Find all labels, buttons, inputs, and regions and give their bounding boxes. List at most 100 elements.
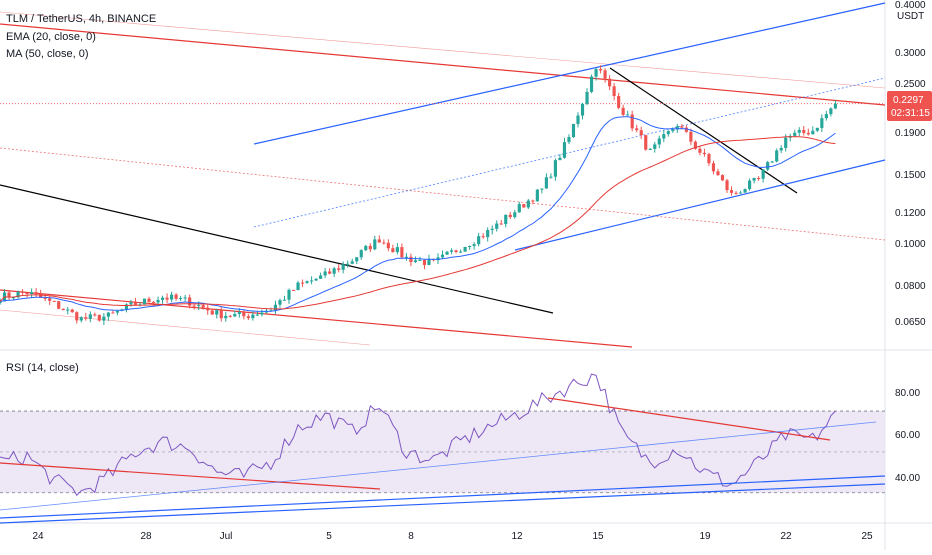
candle bbox=[549, 176, 553, 178]
candle bbox=[504, 214, 508, 225]
candle bbox=[66, 309, 70, 311]
candle bbox=[93, 314, 97, 316]
candle bbox=[201, 305, 205, 308]
candle bbox=[725, 180, 729, 191]
price-tick: 0.1200 bbox=[895, 208, 926, 219]
candle bbox=[522, 204, 526, 208]
rsi-legend: RSI (14, close) bbox=[6, 362, 79, 374]
candle bbox=[445, 251, 449, 255]
candle bbox=[291, 289, 296, 291]
candle bbox=[793, 132, 797, 136]
candle bbox=[729, 190, 734, 193]
price-tick: 0.4000 bbox=[895, 0, 926, 11]
time-axis[interactable]: 24 28 Jul 5 8 12 15 19 22 25 bbox=[32, 531, 873, 542]
candle bbox=[273, 304, 278, 311]
candle bbox=[630, 114, 634, 129]
candle bbox=[88, 314, 92, 319]
candle bbox=[386, 242, 390, 249]
candle bbox=[648, 148, 652, 150]
candle bbox=[282, 299, 287, 301]
candle bbox=[332, 268, 336, 274]
time-tick: 12 bbox=[511, 531, 523, 542]
candle bbox=[508, 214, 512, 218]
candle bbox=[373, 239, 377, 250]
candle bbox=[653, 144, 657, 149]
candle bbox=[197, 305, 201, 307]
candle bbox=[576, 115, 580, 124]
ema-legend: EMA (20, close, 0) bbox=[6, 31, 96, 43]
candle bbox=[413, 260, 418, 263]
candle bbox=[698, 148, 702, 153]
candle bbox=[490, 228, 494, 231]
candle bbox=[716, 171, 720, 176]
candle bbox=[57, 301, 61, 309]
candle bbox=[305, 281, 309, 283]
candle bbox=[612, 86, 616, 96]
rsi-tick: 80.00 bbox=[895, 388, 920, 399]
candle bbox=[684, 127, 688, 132]
ema-line bbox=[0, 116, 836, 312]
rsi-line bbox=[0, 373, 836, 497]
candle bbox=[287, 289, 291, 300]
price-tick: 0.1000 bbox=[895, 239, 926, 250]
candle bbox=[346, 263, 350, 265]
price-axis[interactable]: 0.4000 USDT 0.3000 0.2500 0.1900 0.1500 … bbox=[895, 0, 926, 328]
time-tick: 24 bbox=[32, 531, 44, 542]
red-trendline-lower-faint bbox=[0, 309, 371, 346]
candle bbox=[11, 297, 16, 299]
black-trendline bbox=[0, 184, 554, 314]
candle bbox=[779, 147, 783, 151]
candle bbox=[20, 291, 25, 293]
red-trendline-upper bbox=[0, 23, 886, 106]
candle bbox=[752, 178, 756, 181]
candle bbox=[468, 246, 472, 248]
rsi-blue-trendline-lower bbox=[0, 483, 886, 524]
rsi-axis[interactable]: 80.00 60.00 40.00 bbox=[895, 388, 920, 484]
candle bbox=[278, 300, 282, 305]
candle bbox=[775, 150, 779, 162]
candle bbox=[255, 314, 259, 316]
candle bbox=[639, 130, 643, 136]
candle bbox=[815, 127, 819, 131]
candle bbox=[806, 132, 810, 135]
price-tick: 0.3000 bbox=[895, 48, 926, 59]
candle bbox=[833, 103, 837, 109]
candle bbox=[364, 245, 368, 251]
candle bbox=[594, 69, 598, 77]
black-trendline-short bbox=[609, 67, 798, 194]
candle bbox=[377, 239, 381, 243]
candle bbox=[48, 298, 52, 301]
red-trendline-lower bbox=[0, 289, 633, 348]
candle bbox=[693, 141, 697, 149]
candle bbox=[179, 298, 183, 300]
candle bbox=[165, 297, 169, 300]
candle bbox=[106, 312, 110, 317]
candle bbox=[39, 294, 43, 298]
candle bbox=[671, 129, 675, 132]
candle bbox=[589, 76, 594, 92]
candle bbox=[129, 302, 133, 305]
candle bbox=[84, 317, 88, 319]
candle bbox=[337, 268, 341, 270]
candle bbox=[210, 310, 214, 315]
candle bbox=[571, 123, 576, 138]
candle bbox=[770, 161, 774, 163]
candle bbox=[395, 247, 399, 253]
candle bbox=[391, 248, 395, 253]
candle bbox=[459, 251, 463, 253]
symbol-title: TLM / TetherUS, 4h, BINANCE bbox=[6, 13, 156, 25]
candle bbox=[526, 200, 530, 208]
candle bbox=[757, 178, 761, 180]
candle bbox=[215, 310, 219, 315]
candle bbox=[300, 282, 305, 284]
price-tick: 0.1900 bbox=[895, 128, 926, 139]
candle bbox=[499, 223, 503, 225]
candle bbox=[102, 316, 106, 321]
candle bbox=[477, 236, 481, 245]
candle bbox=[133, 302, 138, 306]
candle bbox=[820, 118, 824, 128]
candle bbox=[513, 212, 517, 218]
candle bbox=[309, 280, 314, 282]
candle bbox=[206, 307, 210, 311]
candle bbox=[585, 91, 589, 104]
